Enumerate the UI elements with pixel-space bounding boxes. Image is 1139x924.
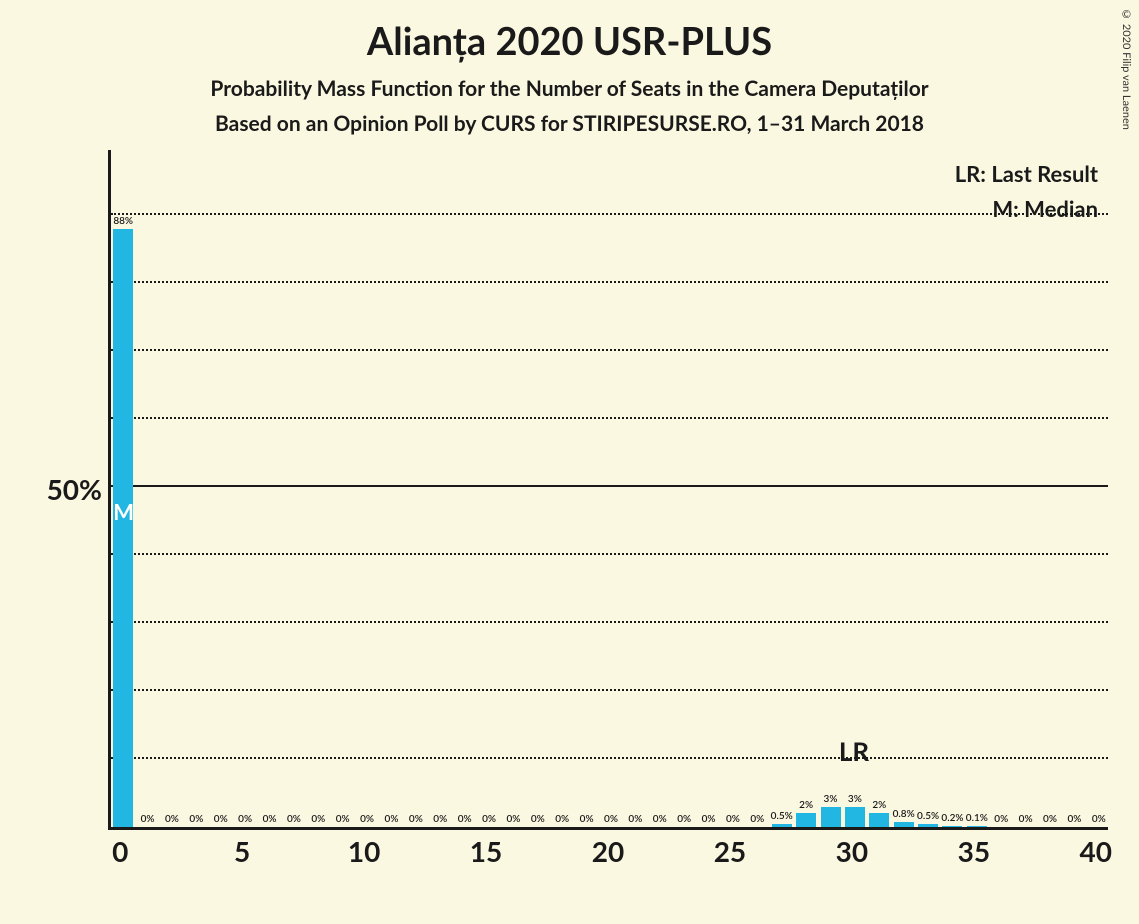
x-axis-tick: 15 (470, 834, 502, 868)
lr-marker: LR (839, 735, 869, 767)
bar-value-label: 0% (604, 813, 618, 827)
bar-value-label: 0% (1067, 813, 1081, 827)
bar-value-label: 0% (287, 813, 301, 827)
bar-value-label: 0% (482, 813, 496, 827)
bar-value-label: 0% (750, 813, 764, 827)
grid-line (111, 349, 1108, 351)
grid-line (111, 417, 1108, 419)
bar: 3% (821, 807, 841, 827)
plot-area: LR: Last Result M: Median 88%M0%0%0%0%0%… (108, 150, 1108, 830)
x-axis-tick: 5 (234, 834, 250, 868)
bar-value-label: 0% (189, 813, 203, 827)
bar-value-label: 2% (872, 799, 886, 813)
bar-value-label: 88% (113, 215, 133, 229)
bar-value-label: 3% (824, 793, 838, 807)
bar-value-label: 0% (1092, 813, 1106, 827)
bar-value-label: 0% (141, 813, 155, 827)
grid-line (111, 621, 1108, 623)
bar-value-label: 0.8% (893, 808, 915, 822)
y-axis-label: 50% (38, 472, 102, 506)
bar-value-label: 0% (360, 813, 374, 827)
bar-value-label: 0% (702, 813, 716, 827)
bar-value-label: 0% (409, 813, 423, 827)
grid-line (111, 757, 1108, 759)
bar-value-label: 0% (726, 813, 740, 827)
grid-midline (111, 485, 1108, 487)
bar: 0.2% (942, 826, 962, 827)
bar: 88%M (113, 229, 133, 827)
bar-value-label: 0% (677, 813, 691, 827)
bar-value-label: 0.1% (966, 812, 988, 826)
chart-subtitle-2: Based on an Opinion Poll by CURS for STI… (0, 111, 1139, 136)
bar-value-label: 0% (628, 813, 642, 827)
bar-value-label: 0.2% (941, 812, 963, 826)
bar-value-label: 0% (385, 813, 399, 827)
median-marker: M (113, 498, 133, 525)
chart-header: Alianța 2020 USR-PLUS Probability Mass F… (0, 0, 1139, 136)
legend-lr: LR: Last Result (955, 156, 1098, 191)
bar-value-label: 0% (458, 813, 472, 827)
bar-value-label: 0% (1043, 813, 1057, 827)
bar-value-label: 0% (214, 813, 228, 827)
chart-area: LR: Last Result M: Median 88%M0%0%0%0%0%… (40, 150, 1110, 880)
grid-line (111, 689, 1108, 691)
x-axis-tick: 25 (714, 834, 746, 868)
bar-value-label: 0% (165, 813, 179, 827)
x-axis-tick: 35 (958, 834, 990, 868)
x-axis-tick: 30 (836, 834, 868, 868)
bar-value-label: 0% (238, 813, 252, 827)
bar: 0.1% (967, 826, 987, 827)
bar-value-label: 0% (311, 813, 325, 827)
bar-value-label: 0% (653, 813, 667, 827)
bar-value-label: 0% (336, 813, 350, 827)
bar-value-label: 0% (531, 813, 545, 827)
x-axis-tick: 20 (592, 834, 624, 868)
bar-value-label: 0% (263, 813, 277, 827)
bar-value-label: 2% (799, 799, 813, 813)
x-axis-tick: 40 (1080, 834, 1112, 868)
copyright-text: © 2020 Filip van Laenen (1120, 8, 1133, 130)
bar-value-label: 0% (994, 813, 1008, 827)
x-axis-tick: 0 (112, 834, 128, 868)
grid-line (111, 213, 1108, 215)
bar-value-label: 0% (580, 813, 594, 827)
grid-line (111, 553, 1108, 555)
bar-value-label: 0% (433, 813, 447, 827)
bar: 0.5% (772, 824, 792, 827)
bar-value-label: 0% (555, 813, 569, 827)
bar: 0.8% (894, 822, 914, 827)
bar-value-label: 3% (848, 793, 862, 807)
chart-legend: LR: Last Result M: Median (955, 156, 1098, 226)
bar: 0.5% (918, 824, 938, 827)
chart-subtitle-1: Probability Mass Function for the Number… (0, 76, 1139, 101)
bar: 3% (845, 807, 865, 827)
x-axis-tick: 10 (348, 834, 380, 868)
bar: 2% (869, 813, 889, 827)
bar-value-label: 0.5% (771, 810, 793, 824)
grid-line (111, 281, 1108, 283)
bar-value-label: 0.5% (917, 810, 939, 824)
bar-value-label: 0% (1019, 813, 1033, 827)
legend-m: M: Median (955, 191, 1098, 226)
chart-title: Alianța 2020 USR-PLUS (0, 18, 1139, 64)
bar: 2% (796, 813, 816, 827)
bar-value-label: 0% (506, 813, 520, 827)
